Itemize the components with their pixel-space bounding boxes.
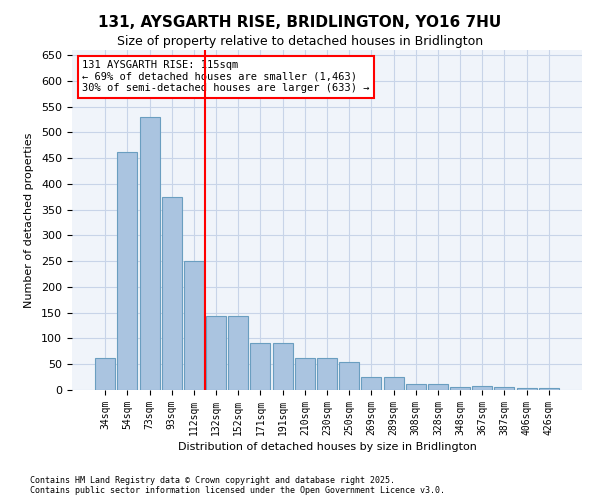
Text: 131, AYSGARTH RISE, BRIDLINGTON, YO16 7HU: 131, AYSGARTH RISE, BRIDLINGTON, YO16 7H…	[98, 15, 502, 30]
Bar	[494, 388, 514, 390]
X-axis label: Distribution of detached houses by size in Bridlington: Distribution of detached houses by size …	[178, 442, 476, 452]
Bar	[383, 377, 404, 390]
Bar	[250, 342, 271, 390]
Text: Size of property relative to detached houses in Bridlington: Size of property relative to detached ho…	[117, 35, 483, 48]
Bar	[517, 388, 536, 390]
Bar	[184, 261, 204, 390]
Bar	[140, 117, 160, 390]
Y-axis label: Number of detached properties: Number of detached properties	[24, 132, 34, 308]
Bar	[339, 362, 359, 390]
Bar	[450, 388, 470, 390]
Bar	[361, 377, 382, 390]
Bar	[95, 358, 115, 390]
Bar	[317, 358, 337, 390]
Bar	[228, 316, 248, 390]
Bar	[472, 386, 492, 390]
Bar	[539, 388, 559, 390]
Text: 131 AYSGARTH RISE: 115sqm
← 69% of detached houses are smaller (1,463)
30% of se: 131 AYSGARTH RISE: 115sqm ← 69% of detac…	[82, 60, 370, 94]
Bar	[206, 316, 226, 390]
Bar	[162, 197, 182, 390]
Bar	[428, 384, 448, 390]
Text: Contains HM Land Registry data © Crown copyright and database right 2025.
Contai: Contains HM Land Registry data © Crown c…	[30, 476, 445, 495]
Bar	[406, 384, 426, 390]
Bar	[118, 152, 137, 390]
Bar	[295, 358, 315, 390]
Bar	[272, 342, 293, 390]
